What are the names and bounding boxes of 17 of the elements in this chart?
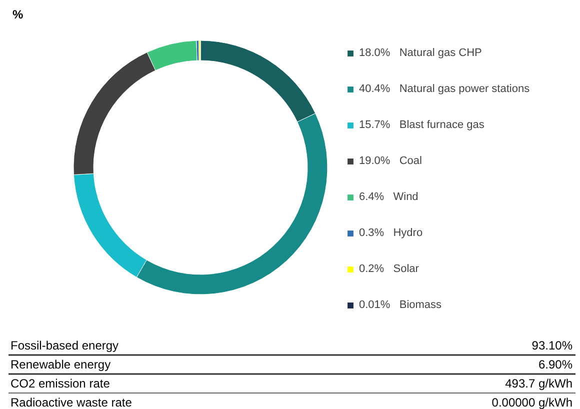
legend-label: 6.4% Wind: [359, 190, 418, 204]
legend-label: 0.01% Biomass: [359, 298, 442, 312]
text: Renewable energy: [10, 358, 111, 372]
text: 493.7 g/kWh: [505, 376, 573, 390]
legend-label: 18.0% Natural gas CHP: [359, 46, 482, 60]
text: Radioactive waste rate: [10, 396, 132, 409]
legend-label: 15.7% Blast furnace gas: [359, 118, 484, 132]
legend-label: 0.2% Solar: [359, 262, 419, 276]
legend-label: 0.3% Hydro: [359, 226, 423, 240]
text: 93.10%: [532, 338, 573, 352]
text: Fossil-based energy: [10, 338, 119, 352]
chart-subtitle: %: [12, 8, 24, 22]
text: 0.00000 g/kWh: [492, 396, 572, 409]
legend-label: 40.4% Natural gas power stations: [359, 82, 530, 96]
text: CO2 emission rate: [10, 376, 110, 390]
text: 6.90%: [538, 358, 573, 372]
legend-label: 19.0% Coal: [359, 154, 422, 168]
